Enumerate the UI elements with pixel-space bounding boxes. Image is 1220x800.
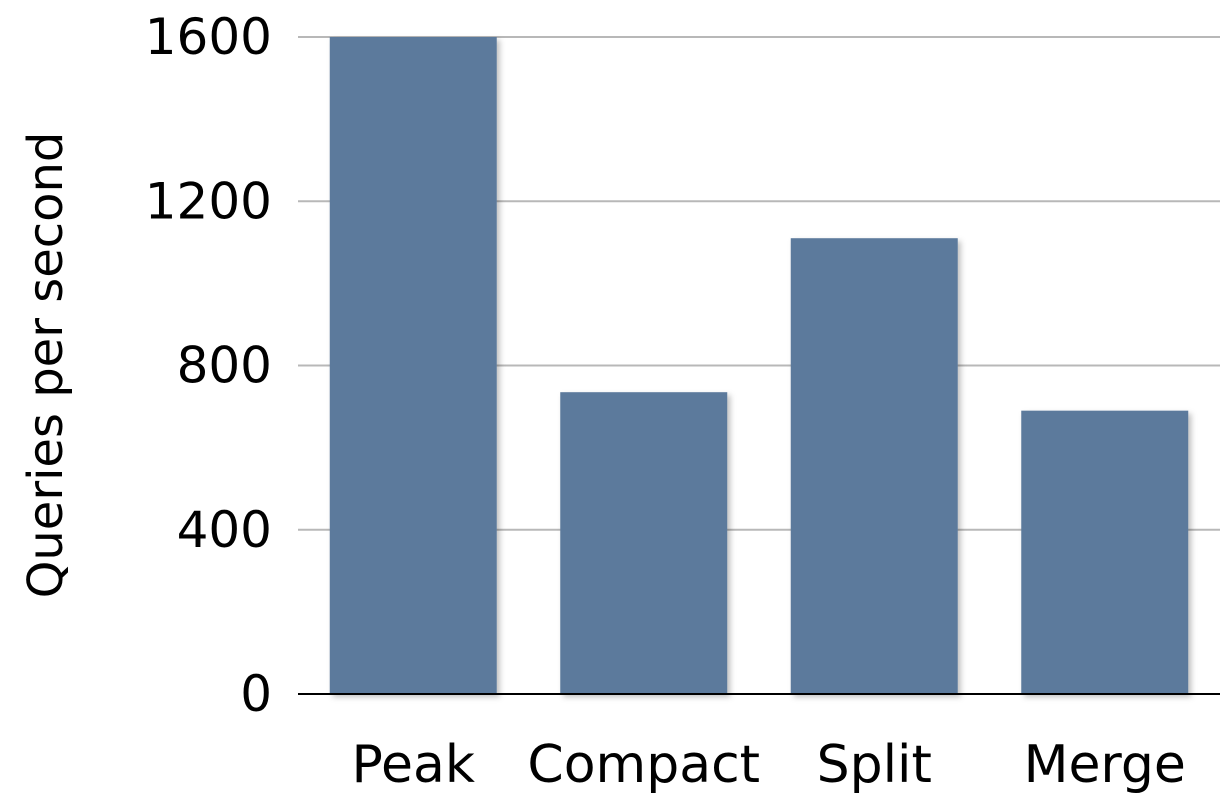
x-category-labels: Peak Compact Split Merge [352,735,1186,795]
bar-merge [1021,410,1189,694]
y-tick-label: 1600 [145,8,272,66]
y-axis-title: Queries per second [18,132,74,599]
bar-split [790,238,958,695]
bar-peak [329,37,497,694]
y-tick-labels: 0 400 800 1200 1600 [145,8,272,723]
y-tick-label: 0 [240,665,272,723]
x-category-label: Compact [527,735,760,795]
y-tick-label: 1200 [145,172,272,230]
x-category-label: Peak [352,735,475,795]
bar-compact [560,392,728,694]
y-tick-label: 800 [177,337,272,395]
x-category-label: Merge [1024,735,1186,795]
x-category-label: Split [817,735,932,795]
y-tick-label: 400 [177,501,272,559]
bars [329,37,1189,695]
